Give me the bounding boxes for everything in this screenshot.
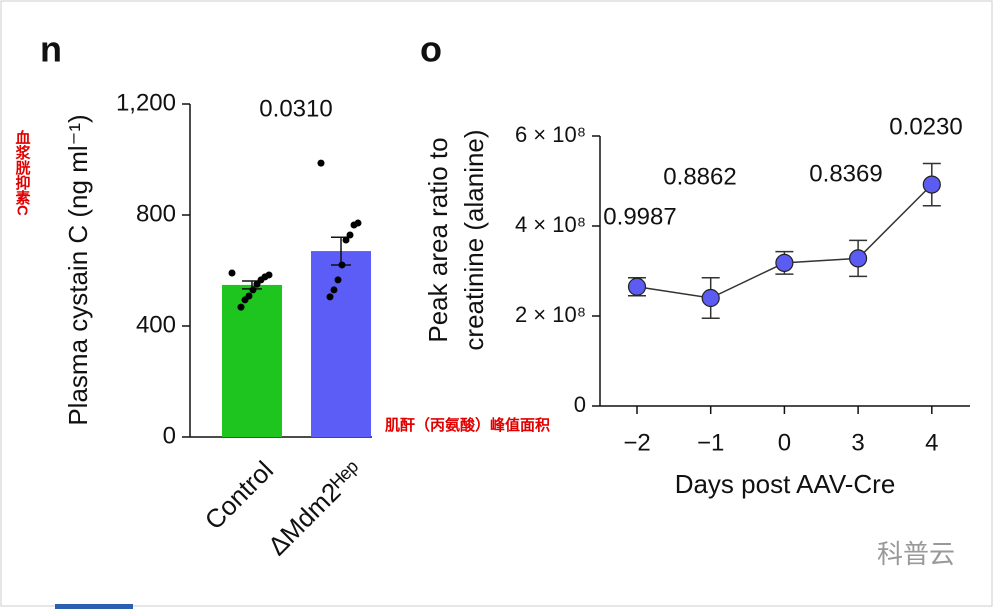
x-tick-label: ΔMdm2ᴴᵉᵖ	[262, 455, 368, 561]
x-axis-label: Days post AAV-Cre	[675, 469, 896, 499]
marker	[627, 277, 647, 296]
overlay-label: 血浆胱抑素C	[14, 129, 31, 216]
bar	[222, 284, 282, 437]
deco-bar	[55, 604, 133, 609]
x-tick-label: 0	[778, 429, 791, 456]
data-point	[342, 236, 350, 244]
marker	[848, 249, 868, 268]
x-tick-label: Control	[199, 455, 279, 535]
data-point	[330, 286, 338, 294]
y-tick-label: 400	[136, 311, 176, 338]
data-point	[346, 231, 354, 239]
data-point	[338, 261, 346, 269]
data-point	[237, 303, 245, 311]
x-tick-label: 4	[925, 429, 938, 456]
marker	[775, 253, 794, 272]
x-tick-label: 3	[851, 429, 864, 456]
y-tick-label: 0	[163, 422, 176, 449]
line	[636, 184, 933, 299]
data-point	[317, 159, 325, 167]
y-tick-label: 0	[574, 392, 586, 417]
y-axis-label: creatinine (alanine)	[459, 129, 489, 350]
y-tick-label: 800	[136, 200, 176, 227]
overlay-label: 肌酐（丙氨酸）峰值面积	[385, 416, 550, 434]
x-tick-label: −1	[697, 429, 724, 456]
y-tick-label: 4 × 10⁸	[515, 212, 586, 237]
data-point	[350, 221, 358, 229]
data-point	[253, 280, 261, 288]
annotation: 0.0310	[259, 95, 332, 122]
x-tick-label: −2	[623, 429, 650, 456]
y-axis-label: Peak area ratio to	[423, 137, 453, 342]
marker	[701, 288, 720, 308]
data-point	[326, 293, 334, 301]
y-tick-label: 6 × 10⁸	[515, 122, 586, 147]
bar	[311, 251, 371, 437]
y-tick-label: 2 × 10⁸	[515, 302, 586, 327]
data-point	[241, 296, 249, 304]
y-axis-label: Plasma cystain C (ng ml⁻¹)	[63, 114, 93, 425]
annotation: 0.9987	[603, 203, 676, 230]
data-point	[228, 269, 236, 277]
data-point	[334, 276, 342, 284]
annotation: 0.0230	[889, 113, 962, 140]
data-point	[249, 286, 257, 294]
annotation: 0.8862	[663, 163, 736, 190]
panel-label: n	[40, 29, 62, 70]
watermark: 科普云	[877, 539, 955, 569]
annotation: 0.8369	[809, 160, 882, 187]
panel-label: o	[420, 29, 442, 70]
marker	[922, 175, 941, 194]
y-tick-label: 1,200	[116, 89, 176, 116]
